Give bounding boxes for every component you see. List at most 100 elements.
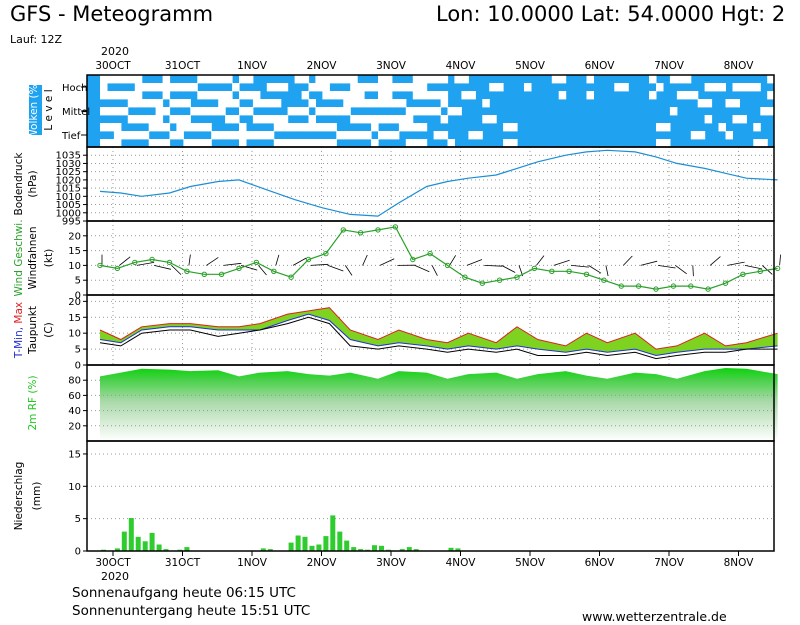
cloud-clear-cell (704, 99, 713, 108)
cloud-clear-cell (204, 139, 212, 148)
temp-ytick-label: 15 (68, 313, 81, 324)
cloud-clear-cell (204, 91, 212, 100)
cloud-clear-cell (732, 83, 740, 92)
cloud-clear-cell (503, 139, 511, 148)
year-label-bottom: 2020 (101, 570, 129, 583)
website-link[interactable]: www.wetterzentrale.de (582, 609, 727, 624)
cloud-clear-cell (169, 99, 177, 108)
cloud-clear-cell (405, 83, 414, 92)
cloud-clear-cell (232, 99, 240, 108)
temp-range-fill (100, 307, 778, 356)
cloud-clear-cell (294, 123, 303, 132)
cloud-clear-cell (218, 75, 226, 84)
temp-ylabel: T-Min, Max (13, 302, 25, 359)
cloud-clear-cell (343, 99, 351, 108)
cloud-clear-cell (357, 99, 365, 108)
precip-ytick-label: 0 (75, 547, 81, 558)
cloud-clear-cell (183, 139, 191, 148)
cloud-clear-cell (148, 99, 157, 108)
cloud-clear-cell (107, 91, 115, 100)
wind-barb (466, 259, 483, 266)
cloud-clear-cell (350, 83, 358, 92)
wind-barb (553, 259, 570, 266)
precip-unit-label: (mm) (31, 482, 43, 511)
wind-speed-point (253, 259, 260, 266)
pressure-ytick-label: 995 (62, 217, 81, 228)
cloud-clear-cell (225, 75, 233, 84)
wind-speed-point (166, 259, 173, 266)
cloud-clear-cell (308, 115, 316, 124)
cloud-clear-cell (259, 131, 268, 140)
wind-speed-point (653, 286, 659, 292)
cloud-clear-cell (322, 139, 330, 148)
cloud-clear-cell (433, 131, 442, 140)
cloud-clear-cell (183, 115, 191, 124)
cloud-clear-cell (419, 91, 428, 100)
x-tick-label-bottom: 31OCT (165, 557, 201, 569)
cloud-clear-cell (211, 75, 219, 84)
cloud-clear-cell (190, 83, 198, 92)
cloud-clear-cell (364, 83, 372, 92)
cloud-clear-cell (718, 123, 726, 132)
wind-speed-point (271, 268, 277, 274)
cloud-clear-cell (350, 115, 358, 124)
precip-bar (379, 545, 384, 551)
wind-speed-point (184, 268, 190, 274)
cloud-clear-cell (245, 131, 254, 140)
x-tick-label-top: 6NOV (585, 60, 616, 72)
cloud-clear-cell (301, 139, 310, 148)
wind-speed-point (549, 268, 555, 274)
cloud-clear-cell (315, 107, 323, 116)
cloud-clear-cell (371, 99, 379, 108)
cloud-clear-cell (496, 83, 504, 92)
cloud-clear-cell (113, 107, 122, 116)
cloud-clear-cell (162, 75, 171, 84)
coordinates-label: Lon: 10.0000 Lat: 54.0000 Hgt: 2 (436, 2, 786, 26)
cloud-clear-cell (155, 83, 164, 92)
wind-speed-point (201, 271, 208, 277)
wind-speed-point (132, 259, 138, 266)
cloud-clear-cell (350, 99, 358, 108)
cloud-clear-cell (266, 131, 275, 140)
cloud-clear-cell (239, 91, 247, 100)
cloud-clear-cell (322, 83, 330, 92)
cloud-clear-cell (391, 131, 400, 140)
sunset-text: Sonnenuntergang heute 15:51 UTC (72, 603, 311, 619)
cloud-clear-cell (176, 99, 184, 108)
cloud-clear-cell (211, 91, 219, 100)
precip-bar (288, 542, 294, 551)
wind-barb (744, 265, 762, 270)
precip-bar (448, 547, 454, 551)
temp-ytick-label: 10 (68, 329, 81, 340)
cloud-clear-cell (107, 75, 115, 84)
cloud-clear-cell (378, 115, 386, 124)
cloud-clear-cell (155, 115, 164, 124)
wind-speed-point (218, 271, 225, 277)
wind-speed-point (757, 268, 763, 274)
precip-bar (337, 531, 343, 551)
precip-ytick-label: 5 (75, 514, 81, 525)
sunrise-text: Sonnenaufgang heute 06:15 UTC (72, 585, 296, 601)
cloud-clear-cell (350, 131, 358, 140)
cloud-clear-cell (683, 91, 692, 100)
wind-barb (206, 257, 219, 266)
x-tick-label-top: 31OCT (165, 60, 201, 72)
cloud-clear-cell (391, 83, 400, 92)
cloud-clear-cell (697, 99, 706, 108)
cloud-clear-cell (482, 115, 490, 124)
cloud-clear-cell (308, 123, 316, 132)
cloud-clear-cell (405, 139, 414, 148)
cloud-clear-cell (718, 83, 726, 92)
cloud-clear-cell (350, 75, 358, 84)
cloud-clear-cell (551, 75, 560, 84)
precip-bar (406, 547, 412, 551)
wind-ytick-label: 10 (68, 261, 81, 272)
cloud-clear-cell (134, 75, 143, 84)
cloud-clear-cell (378, 75, 386, 84)
cloud-clear-cell (162, 83, 171, 92)
cloud-clear-cell (127, 99, 136, 108)
cloud-clear-cell (204, 107, 212, 116)
precip-bar (142, 541, 148, 551)
cloud-clear-cell (134, 91, 143, 100)
